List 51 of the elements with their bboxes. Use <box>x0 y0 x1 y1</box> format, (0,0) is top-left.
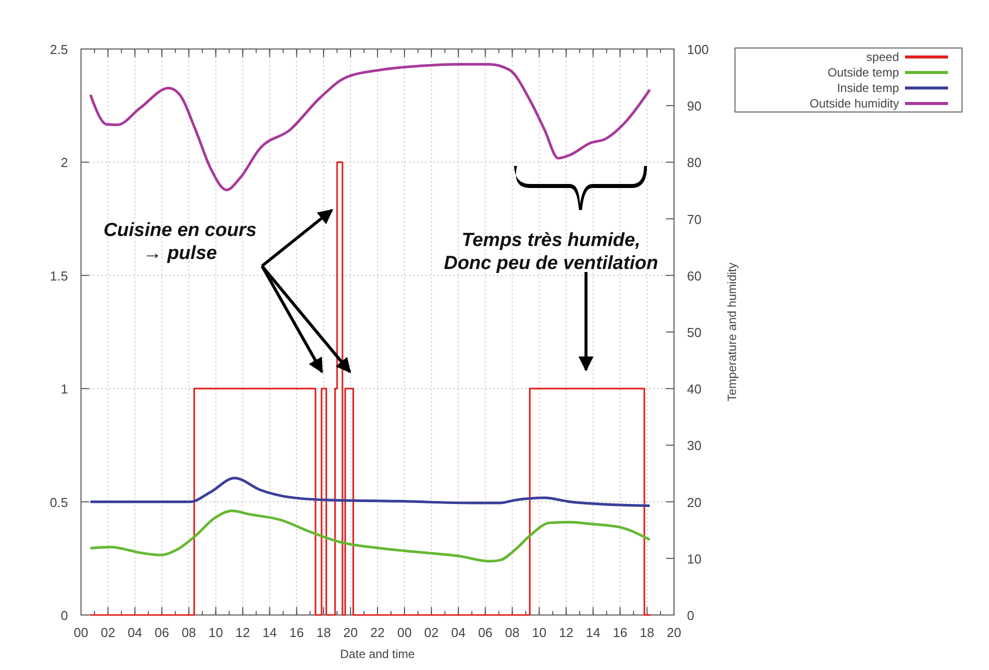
y-tick-label: 1.5 <box>50 268 68 284</box>
legend-label: speed <box>866 50 899 64</box>
x-tick-label: 06 <box>154 625 170 640</box>
y2-tick-label: 50 <box>687 325 702 340</box>
x-tick-label: 22 <box>370 625 385 640</box>
x-tick-label: 00 <box>397 625 412 640</box>
y2-tick-label: 20 <box>687 494 702 510</box>
y2-tick-label: 90 <box>687 98 702 114</box>
y2-tick-label: 0 <box>687 608 694 623</box>
y2-tick-label: 70 <box>687 212 702 227</box>
y2-tick-label: 40 <box>687 382 702 397</box>
x-tick-label: 14 <box>262 625 277 640</box>
y2-tick-label: 10 <box>687 551 702 566</box>
x-tick-label: 04 <box>128 625 142 640</box>
x-tick-label: 20 <box>343 625 358 640</box>
x-tick-label: 10 <box>532 625 546 640</box>
x-tick-label: 18 <box>316 625 331 640</box>
y-tick-label: 2 <box>60 155 68 170</box>
x-tick-label: 18 <box>640 625 654 640</box>
x-tick-label: 06 <box>478 625 493 640</box>
x-tick-label: 00 <box>74 625 88 640</box>
y2-tick-label: 30 <box>687 438 702 454</box>
y-tick-label: 0.5 <box>50 494 68 510</box>
y2-tick-label: 80 <box>687 155 702 170</box>
x-tick-label: 02 <box>100 625 116 640</box>
line-series <box>89 510 652 563</box>
x-tick-label: 12 <box>558 625 574 640</box>
x-tick-label: 16 <box>289 625 304 640</box>
legend-label: Outside temp <box>828 66 900 80</box>
y2-tick-label: 60 <box>687 268 702 284</box>
annotation: Temps très humide, Donc peu de ventilation <box>444 230 658 274</box>
y2-tick-label: 100 <box>687 42 709 57</box>
x-tick-label: 08 <box>182 625 196 640</box>
y-tick-label: 0 <box>60 608 68 623</box>
x-tick-label: 04 <box>451 625 466 640</box>
line-series <box>89 476 652 508</box>
x-tick-label: 20 <box>666 625 682 640</box>
line-series <box>89 62 652 192</box>
x-tick-label: 12 <box>235 625 250 640</box>
x-tick-label: 08 <box>505 625 520 640</box>
y2-axis-title: Temperature and humidity <box>725 262 739 402</box>
annotation: Cuisine en cours → pulse <box>103 220 257 264</box>
x-tick-label: 02 <box>424 625 439 640</box>
x-tick-label: 14 <box>586 625 600 640</box>
y-tick-label: 2.5 <box>50 42 68 57</box>
x-tick-label: 16 <box>612 625 628 640</box>
y-tick-label: 1 <box>60 382 68 397</box>
legend-label: Outside humidity <box>810 96 899 110</box>
x-axis-title: Date and time <box>340 647 416 661</box>
legend-label: Inside temp <box>836 81 900 95</box>
x-tick-label: 10 <box>208 625 224 640</box>
